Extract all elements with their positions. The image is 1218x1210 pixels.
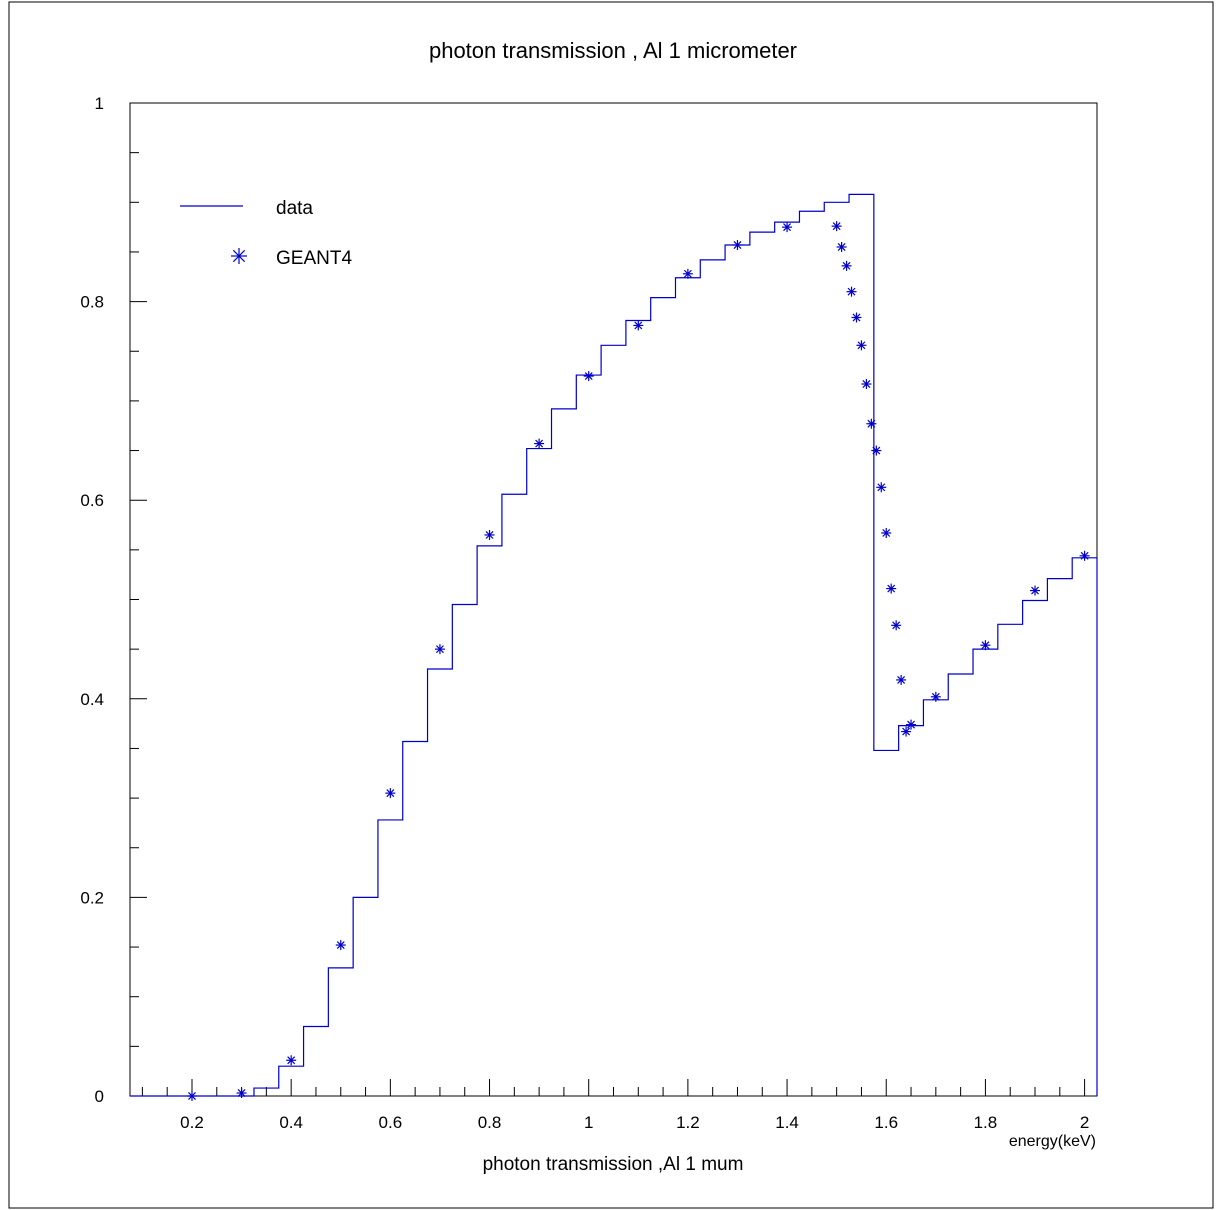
marker-stroke [287, 1056, 296, 1065]
geant4-point [901, 726, 912, 737]
geant4-point [484, 529, 495, 540]
x-tick-label: 1.4 [775, 1113, 799, 1132]
marker-stroke [892, 621, 901, 630]
marker-stroke [931, 692, 940, 701]
x-tick-label: 1 [584, 1113, 593, 1132]
geant4-point [881, 527, 892, 538]
geant4-point [236, 1088, 247, 1099]
marker-stroke [485, 530, 494, 539]
geant4-point [841, 260, 852, 271]
marker-stroke [887, 584, 896, 593]
marker-stroke [877, 483, 886, 492]
x-tick-label: 2 [1080, 1113, 1089, 1132]
marker-stroke [336, 941, 345, 950]
x-tick-label: 0.2 [180, 1113, 204, 1132]
geant4-point [861, 379, 872, 390]
geant4-point [866, 418, 877, 429]
x-tick-label: 0.6 [379, 1113, 403, 1132]
marker-stroke [832, 222, 841, 231]
series-layer [130, 193, 1098, 1101]
geant4-point [434, 644, 445, 655]
y-axis: 0 0.2 0.4 0.6 0.8 1 [80, 94, 147, 1106]
marker-stroke [535, 439, 544, 448]
geant4-point [732, 239, 743, 250]
y-tick-label: 0 [95, 1087, 104, 1106]
geant4-point [851, 312, 862, 323]
geant4-point [856, 340, 867, 351]
marker-stroke [852, 313, 861, 322]
marker-stroke [882, 529, 891, 537]
geant4-point [633, 320, 644, 331]
geant4-point [930, 691, 941, 702]
legend: data GEANT4 [180, 198, 352, 269]
geant4-point [980, 640, 991, 651]
marker-stroke [857, 341, 866, 350]
geant4-point [534, 438, 545, 449]
geant4-point [335, 940, 346, 951]
geant4-point [1079, 550, 1090, 561]
marker-stroke [1031, 586, 1039, 595]
x-tick-label: 0.8 [478, 1113, 502, 1132]
legend-label-geant4: GEANT4 [276, 248, 352, 269]
marker-stroke [981, 641, 990, 650]
marker-stroke [847, 287, 856, 296]
marker-stroke [897, 675, 906, 684]
marker-stroke [435, 645, 444, 654]
geant4-point [1030, 585, 1041, 596]
geant4-point [871, 445, 882, 456]
marker-stroke [902, 727, 911, 736]
geant4-point [682, 268, 693, 279]
chart-title: photon transmission , Al 1 micrometer [429, 38, 797, 63]
marker-stroke [837, 243, 846, 251]
marker-stroke [783, 223, 792, 232]
y-tick-label: 1 [95, 94, 104, 113]
marker-stroke [188, 1092, 196, 1100]
canvas-border [8, 1, 1214, 1209]
marker-stroke [634, 321, 643, 330]
geant4-point [782, 222, 793, 233]
y-tick-label: 0.8 [80, 293, 104, 312]
legend-label-data: data [276, 198, 313, 219]
x-tick-label: 0.4 [279, 1113, 303, 1132]
marker-stroke [386, 789, 395, 798]
marker-stroke [237, 1089, 246, 1097]
marker-stroke [1080, 551, 1089, 560]
geant4-point [891, 620, 902, 631]
geant4-point [385, 788, 396, 799]
geant4-point [831, 221, 842, 232]
geant4-point [836, 241, 847, 252]
geant4-point [186, 1091, 197, 1101]
geant4-point [886, 583, 897, 594]
geant4-point [896, 674, 907, 685]
marker-stroke [842, 261, 851, 270]
marker-stroke [862, 380, 871, 388]
geant4-point [876, 482, 887, 493]
marker-stroke [232, 249, 246, 263]
geant4-point [286, 1055, 297, 1066]
geant4-point [583, 371, 594, 382]
x-axis: 0.2 0.4 0.6 0.8 1 1.2 1.4 1.6 1.8 2 [141, 1079, 1089, 1132]
y-tick-label: 0.2 [80, 888, 104, 907]
geant4-point [846, 286, 857, 297]
marker-stroke [907, 720, 915, 729]
x-tick-label: 1.6 [874, 1113, 898, 1132]
x-axis-unit-label: energy(keV) [1009, 1133, 1096, 1150]
marker-stroke [872, 446, 881, 455]
marker-stroke [683, 269, 692, 278]
marker-stroke [584, 372, 593, 381]
y-tick-label: 0.6 [80, 491, 104, 510]
marker-stroke [867, 419, 876, 428]
x-tick-label: 1.8 [974, 1113, 998, 1132]
legend-star-swatch [231, 248, 247, 264]
data-step-line [130, 193, 1098, 1097]
x-tick-label: 1.2 [676, 1113, 700, 1132]
x-axis-title: photon transmission ,Al 1 mum [483, 1154, 744, 1175]
marker-stroke [733, 241, 742, 249]
y-tick-label: 0.4 [80, 690, 104, 709]
geant4-point [906, 719, 917, 730]
